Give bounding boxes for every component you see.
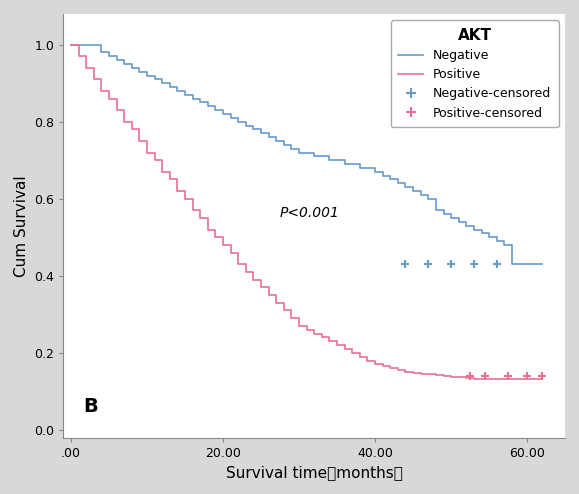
Text: P<0.001: P<0.001 xyxy=(279,206,339,220)
X-axis label: Survival time（months）: Survival time（months） xyxy=(226,465,403,480)
Legend: Negative, Positive, Negative-censored, Positive-censored: Negative, Positive, Negative-censored, P… xyxy=(391,20,559,127)
Text: B: B xyxy=(83,397,98,416)
Y-axis label: Cum Survival: Cum Survival xyxy=(14,175,29,277)
